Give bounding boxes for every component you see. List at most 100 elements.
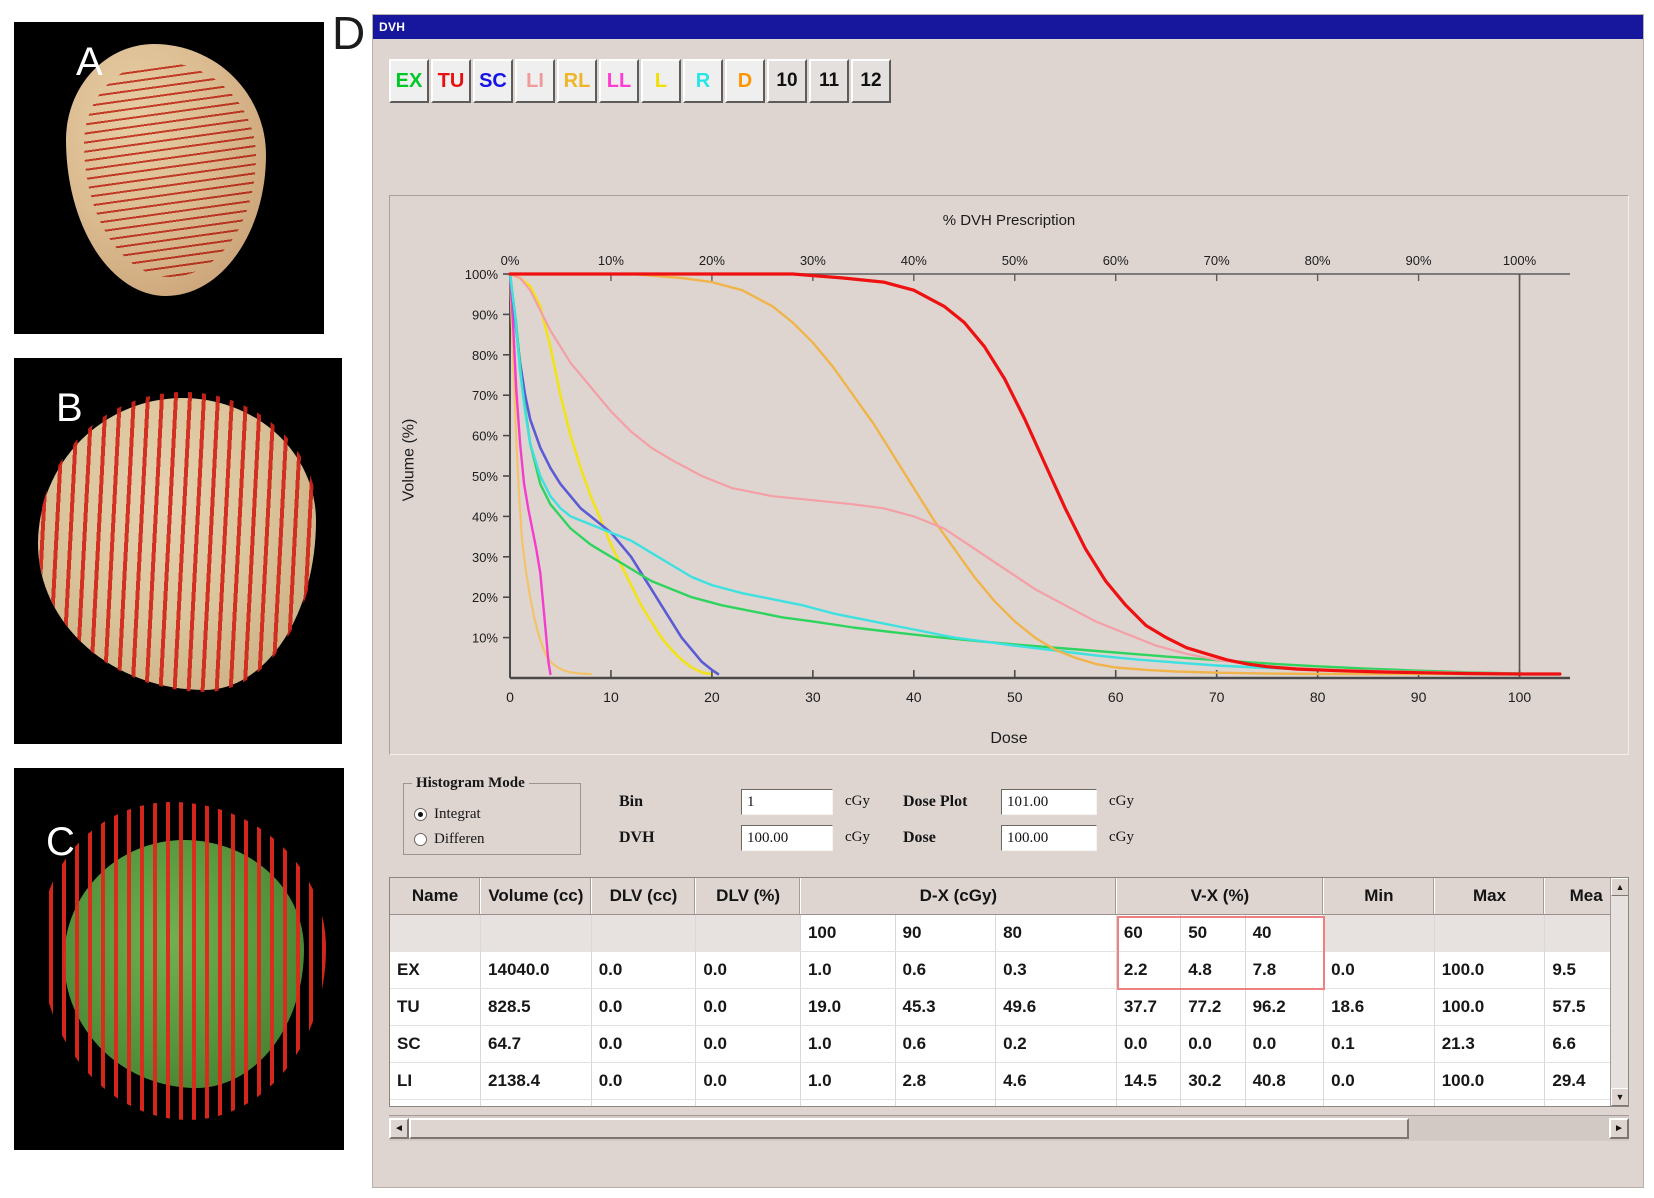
- table-row[interactable]: TU 828.5 0.0 0.0 19.0 45.3 49.6 37.7 77.2 96.2 18.…: [390, 988, 1628, 1026]
- dvh-label: DVH: [619, 829, 655, 846]
- radio-differential[interactable]: Differen: [414, 831, 485, 848]
- catheter-tracks-c: [40, 802, 326, 1120]
- table-row[interactable]: SC 64.7 0.0 0.0 1.0 0.6 0.2 0.0 0.0 0.0 0.1 21.3 6.6: [390, 1025, 1628, 1063]
- col-volume[interactable]: Volume (cc): [480, 878, 592, 915]
- panel-label-d: D: [332, 7, 366, 59]
- table-vertical-scrollbar[interactable]: ▲ ▼: [1610, 878, 1628, 1106]
- toolbar-button-ex[interactable]: EX: [389, 59, 429, 103]
- cell-dx_80: 49.6: [995, 988, 1117, 1026]
- subheader-cell: 90: [895, 914, 997, 952]
- dose-plot-input[interactable]: 101.00: [1001, 789, 1097, 815]
- subheader-cell: 40: [1245, 914, 1325, 952]
- toolbar-button-10[interactable]: 10: [767, 59, 807, 103]
- table-row[interactable]: EX 14040.0 0.0 0.0 1.0 0.6 0.3 2.2 4.8 7.8 0.0 100.…: [390, 951, 1628, 989]
- dvh-curve-d: [508, 272, 1562, 676]
- dvh-curve-rl: [508, 272, 1521, 676]
- cell-min: 0.0: [1323, 1062, 1435, 1100]
- bin-unit: cGy: [845, 793, 870, 809]
- cell-vx_50: 30.2: [1180, 1062, 1246, 1100]
- toolbar-button-11[interactable]: 11: [809, 59, 849, 103]
- dvh-table: Name Volume (cc) DLV (cc) DLV (%) D-X (c…: [390, 878, 1628, 1106]
- toolbar-button-12[interactable]: 12: [851, 59, 891, 103]
- svg-text:90%: 90%: [1406, 253, 1432, 268]
- cell-max: 100.0: [1434, 1062, 1546, 1100]
- svg-text:0: 0: [506, 689, 514, 705]
- col-dlv-pct[interactable]: DLV (%): [695, 878, 801, 915]
- toolbar-button-d[interactable]: D: [725, 59, 765, 103]
- table-row[interactable]: LI 2138.4 0.0 0.0 1.0 2.8 4.6 14.5 30.2 40.8 0.0 10…: [390, 1062, 1628, 1100]
- table-horizontal-scrollbar[interactable]: ◄ ►: [389, 1115, 1629, 1141]
- svg-text:70: 70: [1209, 689, 1225, 705]
- cell-min: 18.6: [1323, 988, 1435, 1026]
- toolbar-button-ll[interactable]: LL: [599, 59, 639, 103]
- cell-dx_80: 4.6: [995, 1062, 1117, 1100]
- table-row[interactable]: RL527.60.00.01.00.00.00.00.00.00.011.42.…: [390, 1099, 1628, 1106]
- dvh-window: DVH EX TU SC LI RL LL L R D 10 11 12 % DVH Prescrip…: [372, 14, 1644, 1188]
- radio-differential-dot[interactable]: [414, 833, 427, 846]
- bin-input[interactable]: 1: [741, 789, 833, 815]
- cell-volume: 828.5: [480, 988, 592, 1026]
- dose-input[interactable]: 100.00: [1001, 825, 1097, 851]
- svg-text:100%: 100%: [465, 267, 499, 282]
- svg-text:40: 40: [906, 689, 922, 705]
- col-dlv-cc[interactable]: DLV (cc): [591, 878, 697, 915]
- cell-dx_100: 19.0: [800, 988, 896, 1026]
- volume-render-panel-b: B: [14, 358, 342, 744]
- dvh-input[interactable]: 100.00: [741, 825, 833, 851]
- scroll-left-arrow[interactable]: ◄: [389, 1118, 409, 1139]
- toolbar-button-rl[interactable]: RL: [557, 59, 597, 103]
- col-name[interactable]: Name: [390, 878, 482, 915]
- toolbar-button-li[interactable]: LI: [515, 59, 555, 103]
- col-vx[interactable]: V-X (%): [1116, 878, 1325, 915]
- scroll-up-arrow[interactable]: ▲: [1611, 878, 1628, 896]
- cell-dx_90: 45.3: [895, 988, 997, 1026]
- dvh-curve-l: [508, 272, 712, 676]
- svg-text:90%: 90%: [472, 307, 498, 322]
- radio-integral-dot[interactable]: [414, 808, 427, 821]
- bin-label: Bin: [619, 793, 644, 810]
- col-max[interactable]: Max: [1434, 878, 1546, 915]
- cell-max: 11.4: [1434, 1099, 1546, 1106]
- cell-max: 100.0: [1434, 951, 1546, 989]
- panel-label-b: B: [56, 386, 83, 430]
- cell-min: 0.0: [1323, 1099, 1435, 1106]
- toolbar-button-sc[interactable]: SC: [473, 59, 513, 103]
- catheter-tracks-b: [38, 392, 318, 692]
- svg-text:10%: 10%: [598, 253, 624, 268]
- cell-dx_80: 0.3: [995, 951, 1117, 989]
- table-head: Name Volume (cc) DLV (cc) DLV (%) D-X (c…: [390, 878, 1628, 915]
- svg-text:60: 60: [1108, 689, 1124, 705]
- radio-integral[interactable]: Integrat: [414, 806, 481, 823]
- hscroll-thumb[interactable]: [409, 1118, 1409, 1139]
- cell-vx_60: 14.5: [1116, 1062, 1182, 1100]
- dvh-unit: cGy: [845, 829, 870, 845]
- dose-label: Dose: [903, 829, 936, 846]
- svg-text:50%: 50%: [1002, 253, 1028, 268]
- cell-vx_40: 0.0: [1245, 1025, 1325, 1063]
- svg-text:20: 20: [704, 689, 720, 705]
- radio-integral-label: Integrat: [434, 806, 481, 822]
- cell-volume: 64.7: [480, 1025, 592, 1063]
- dvh-plot-frame: % DVH Prescription Volume (%) Dose 0% 10%…: [389, 195, 1629, 755]
- cell-min: 0.1: [1323, 1025, 1435, 1063]
- svg-text:40%: 40%: [472, 509, 498, 524]
- toolbar-button-l[interactable]: L: [641, 59, 681, 103]
- toolbar-button-tu[interactable]: TU: [431, 59, 471, 103]
- dvh-titlebar: DVH: [373, 15, 1643, 39]
- histogram-mode-legend: Histogram Mode: [412, 775, 529, 792]
- scroll-down-arrow[interactable]: ▼: [1611, 1088, 1628, 1106]
- col-min[interactable]: Min: [1323, 878, 1435, 915]
- dvh-statistics-table[interactable]: Name Volume (cc) DLV (cc) DLV (%) D-X (c…: [389, 877, 1629, 1107]
- col-dx[interactable]: D-X (cGy): [800, 878, 1117, 915]
- toolbar-button-r[interactable]: R: [683, 59, 723, 103]
- histogram-mode-group: Histogram Mode Integrat Differen: [403, 775, 581, 855]
- window-title: DVH: [379, 20, 406, 34]
- svg-text:100%: 100%: [1503, 253, 1537, 268]
- cell-max: 100.0: [1434, 988, 1546, 1026]
- subheader-cell: [390, 914, 482, 952]
- table-header-row: Name Volume (cc) DLV (cc) DLV (%) D-X (c…: [390, 878, 1628, 915]
- scroll-right-arrow[interactable]: ►: [1609, 1118, 1629, 1139]
- cell-volume: 14040.0: [480, 951, 592, 989]
- svg-text:80%: 80%: [1305, 253, 1331, 268]
